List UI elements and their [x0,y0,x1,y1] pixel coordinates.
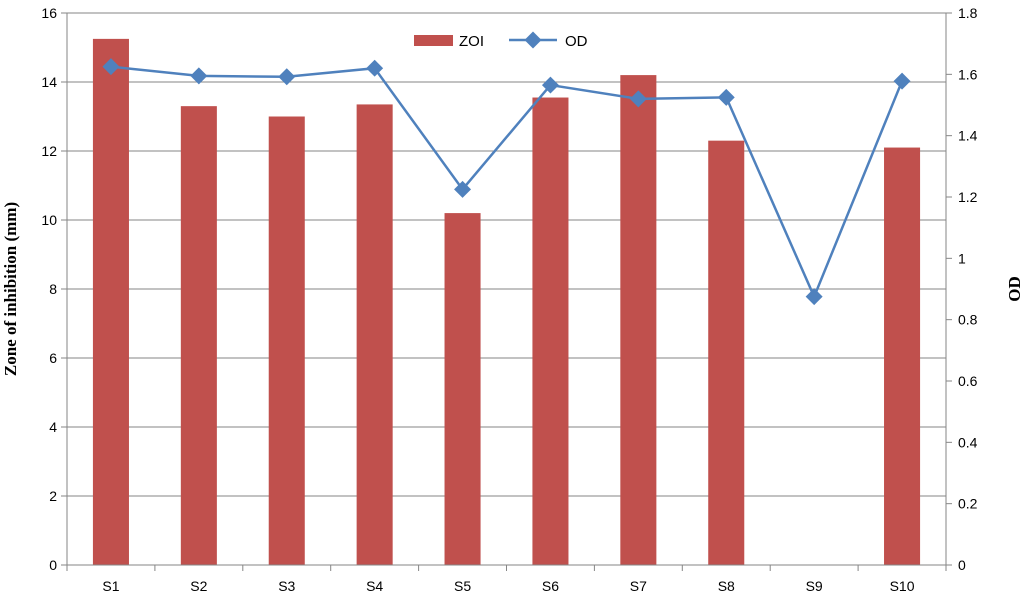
od-line-series [102,58,911,306]
right-tick-label: 0.6 [958,373,978,389]
right-axis-ticks: 0 0.2 0.4 0.6 0.8 1 1.2 1.4 1.6 1.8 [958,5,978,573]
x-tick-label: S7 [630,578,647,594]
legend-zoi-label: ZOI [459,33,484,50]
left-tick-label: 10 [41,212,57,228]
x-tick-label: S10 [890,578,915,594]
zoi-bar-s4 [356,104,393,566]
od-point-s2 [190,67,208,85]
right-tick-label: 0.8 [958,312,978,328]
od-point-s3 [278,68,296,86]
right-tick-label: 0.4 [958,434,978,450]
legend-od-marker [524,31,542,49]
left-tick-label: 16 [41,5,57,21]
right-tick-label: 1.4 [958,128,978,144]
zoi-bars [92,38,921,566]
left-tick-label: 8 [49,281,57,297]
x-tick-label: S4 [366,578,383,594]
legend: ZOI OD [414,31,588,50]
od-point-s7 [629,90,647,108]
od-point-s8 [717,88,735,106]
zoi-bar-s6 [532,97,569,566]
axes [61,12,952,571]
left-tick-label: 0 [49,557,57,573]
x-tick-label: S2 [190,578,207,594]
category-axis-ticks: S1 S2 S3 S4 S5 S6 S7 S8 S9 S10 [102,578,914,594]
right-tick-label: 0.2 [958,496,978,512]
left-tick-label: 12 [41,143,57,159]
left-axis-ticks: 0 2 4 6 8 10 12 14 16 [41,5,57,573]
od-point-s6 [541,76,559,94]
left-axis-title: Zone of inhibition (mm) [1,202,20,376]
x-tick-label: S1 [102,578,119,594]
right-tick-label: 0 [958,557,966,573]
x-tick-label: S5 [454,578,471,594]
right-tick-label: 1.6 [958,66,978,82]
x-tick-label: S8 [718,578,735,594]
od-line [110,65,904,300]
left-tick-label: 14 [41,74,57,90]
x-tick-label: S6 [542,578,559,594]
zoi-bar-s5 [444,213,481,565]
right-tick-label: 1.2 [958,189,978,205]
zoi-bar-s10 [884,147,921,566]
x-tick-label: S9 [806,578,823,594]
left-tick-label: 2 [49,488,57,504]
right-tick-label: 1.8 [958,5,978,21]
left-tick-label: 6 [49,350,57,366]
zoi-bar-s2 [180,106,217,566]
od-point-s1 [102,58,120,76]
right-axis-title: OD [1005,276,1024,302]
left-tick-label: 4 [49,419,57,435]
zoi-bar-s8 [708,140,745,565]
od-point-s5 [454,180,472,198]
right-tick-label: 1 [958,250,966,266]
zoi-bar-s1 [92,38,129,565]
legend-zoi-swatch [414,35,453,46]
od-point-s9 [805,288,823,306]
zoi-bar-s3 [268,116,305,565]
legend-od-label: OD [565,33,588,50]
od-point-s4 [366,59,384,77]
x-tick-label: S3 [278,578,295,594]
od-point-s10 [893,72,911,90]
zoi-bar-s7 [620,75,657,565]
